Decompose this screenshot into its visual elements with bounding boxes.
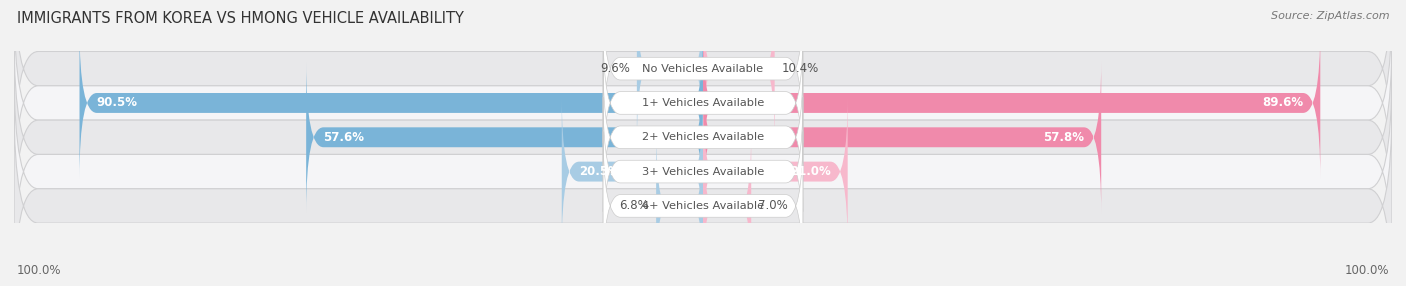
FancyBboxPatch shape	[703, 130, 751, 282]
Text: 20.5%: 20.5%	[579, 165, 620, 178]
Text: 57.8%: 57.8%	[1043, 131, 1084, 144]
Text: 100.0%: 100.0%	[1344, 265, 1389, 277]
FancyBboxPatch shape	[80, 27, 703, 179]
FancyBboxPatch shape	[703, 27, 1320, 179]
FancyBboxPatch shape	[603, 132, 803, 280]
Text: 7.0%: 7.0%	[758, 199, 787, 212]
Text: 2+ Vehicles Available: 2+ Vehicles Available	[643, 132, 763, 142]
FancyBboxPatch shape	[603, 29, 803, 177]
FancyBboxPatch shape	[307, 61, 703, 213]
FancyBboxPatch shape	[603, 0, 803, 143]
FancyBboxPatch shape	[703, 96, 848, 247]
Text: 9.6%: 9.6%	[600, 62, 630, 75]
Text: No Vehicles Available: No Vehicles Available	[643, 64, 763, 74]
Text: IMMIGRANTS FROM KOREA VS HMONG VEHICLE AVAILABILITY: IMMIGRANTS FROM KOREA VS HMONG VEHICLE A…	[17, 11, 464, 26]
FancyBboxPatch shape	[14, 34, 1392, 240]
Text: 1+ Vehicles Available: 1+ Vehicles Available	[643, 98, 763, 108]
FancyBboxPatch shape	[603, 97, 803, 246]
FancyBboxPatch shape	[14, 103, 1392, 286]
Text: 21.0%: 21.0%	[790, 165, 831, 178]
Text: 90.5%: 90.5%	[97, 96, 138, 110]
Text: 100.0%: 100.0%	[17, 265, 62, 277]
Text: 6.8%: 6.8%	[620, 199, 650, 212]
FancyBboxPatch shape	[562, 96, 703, 247]
Text: 4+ Vehicles Available: 4+ Vehicles Available	[643, 201, 763, 211]
Text: 57.6%: 57.6%	[323, 131, 364, 144]
FancyBboxPatch shape	[637, 0, 703, 144]
FancyBboxPatch shape	[703, 61, 1101, 213]
Text: Source: ZipAtlas.com: Source: ZipAtlas.com	[1271, 11, 1389, 21]
FancyBboxPatch shape	[14, 0, 1392, 206]
FancyBboxPatch shape	[603, 63, 803, 212]
Text: 10.4%: 10.4%	[782, 62, 818, 75]
Text: 3+ Vehicles Available: 3+ Vehicles Available	[643, 167, 763, 176]
FancyBboxPatch shape	[657, 130, 703, 282]
FancyBboxPatch shape	[703, 0, 775, 144]
FancyBboxPatch shape	[14, 0, 1392, 172]
Text: 89.6%: 89.6%	[1263, 96, 1303, 110]
FancyBboxPatch shape	[14, 69, 1392, 275]
